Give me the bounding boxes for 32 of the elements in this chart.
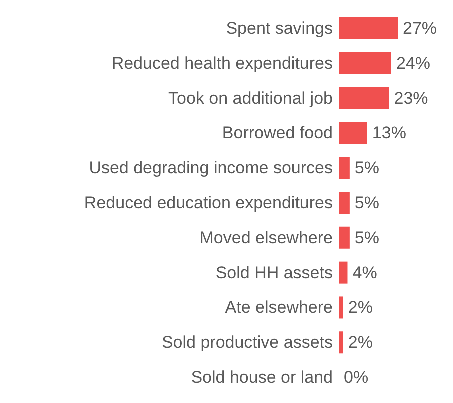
y-tick-label: Sold house or land: [191, 368, 333, 388]
y-tick-label: Sold HH assets: [216, 263, 333, 282]
bar: [339, 87, 390, 110]
data-label: 5%: [354, 228, 380, 248]
data-label: 27%: [403, 18, 438, 38]
bar: [339, 122, 368, 144]
bar: [339, 17, 398, 40]
data-label: 5%: [354, 158, 380, 178]
data-label: 13%: [372, 124, 406, 143]
data-label: 23%: [394, 88, 428, 108]
bar: [339, 192, 350, 214]
bar: [339, 296, 344, 319]
y-tick-label: Reduced education expenditures: [84, 194, 333, 212]
data-label: 2%: [348, 298, 373, 318]
y-tick-label: Used degrading income sources: [89, 158, 333, 178]
y-tick-label: Spent savings: [226, 18, 333, 38]
bar: [339, 52, 392, 74]
bar: [339, 332, 344, 354]
data-label: 5%: [354, 194, 380, 212]
y-tick-label: Sold productive assets: [162, 333, 333, 352]
data-label: 4%: [352, 263, 378, 282]
bar: [339, 157, 350, 180]
y-tick-label: Reduced health expenditures: [112, 54, 333, 73]
data-label: 2%: [348, 333, 373, 352]
bar: [339, 262, 348, 284]
data-label: 24%: [396, 54, 430, 73]
y-tick-label: Moved elsewhere: [200, 228, 333, 248]
bar: [339, 226, 350, 249]
y-tick-label: Took on additional job: [168, 88, 333, 108]
data-label: 0%: [344, 368, 369, 388]
y-tick-label: Ate elsewhere: [225, 298, 333, 318]
y-tick-label: Borrowed food: [222, 124, 333, 143]
